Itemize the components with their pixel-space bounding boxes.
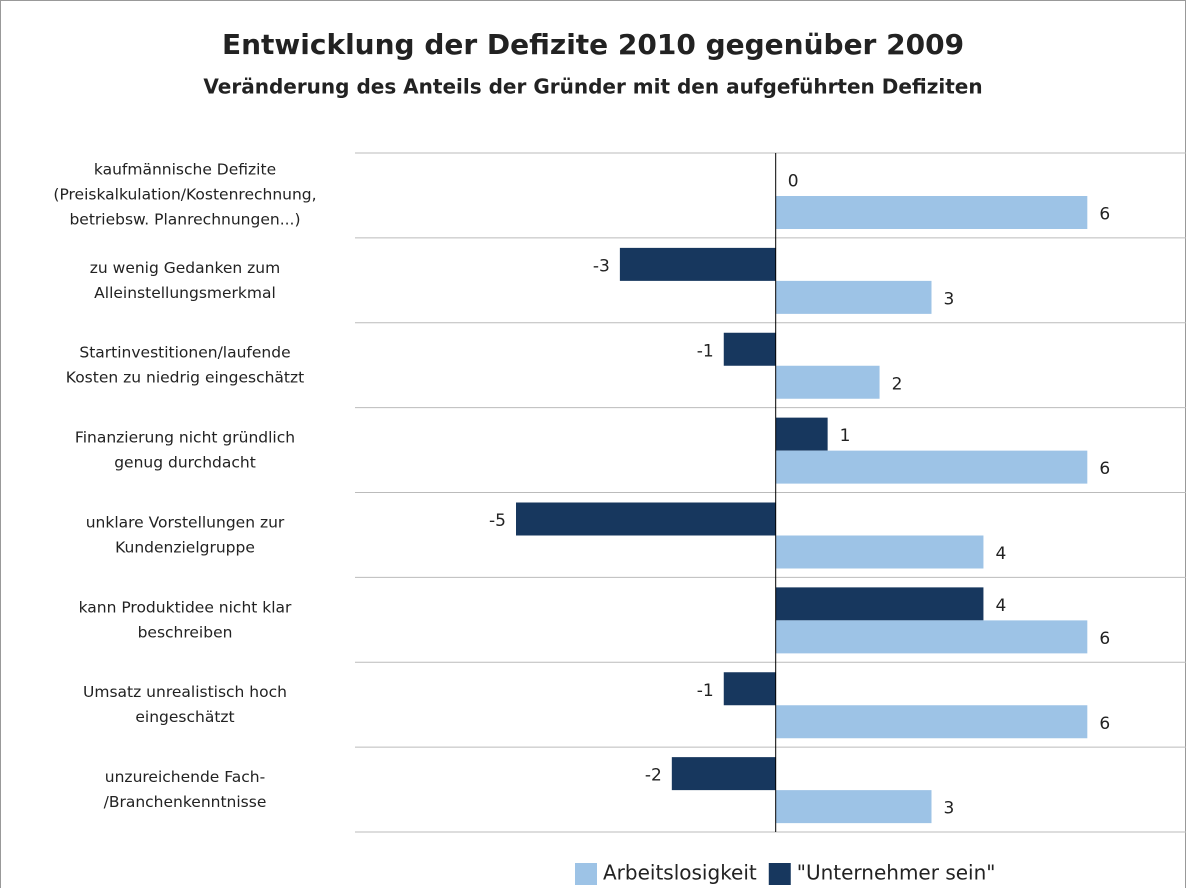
bar [516, 502, 776, 536]
bar [775, 365, 880, 399]
value-label: 2 [892, 374, 903, 394]
legend: Arbeitslosigkeit "Unternehmer sein" [575, 861, 996, 885]
category-label: Startinvestitionen/laufende Kosten zu nie… [66, 343, 304, 386]
value-label: 6 [1099, 459, 1110, 479]
legend-label: "Unternehmer sein" [797, 861, 996, 885]
value-label: -1 [697, 681, 714, 701]
value-label: -2 [645, 766, 662, 786]
bar [775, 535, 984, 569]
value-label: 0 [788, 172, 799, 192]
category-label: kann Produktidee nicht klar beschreiben [79, 598, 292, 641]
category-label: Finanzierung nicht gründlich genug durchd… [75, 428, 295, 471]
bar [723, 332, 776, 366]
bar [723, 672, 776, 706]
category-label: zu wenig Gedanken zum Alleinstellungsmerk… [90, 258, 280, 301]
category-label: kaufmännische Defizite (Preiskalkulation/… [53, 160, 316, 228]
bar [775, 450, 1088, 484]
bar [775, 705, 1088, 739]
bar [775, 587, 984, 621]
chart-title: Entwicklung der Defizite 2010 gegenüber … [222, 28, 964, 61]
legend-swatch [768, 863, 791, 885]
value-label: 6 [1099, 629, 1110, 649]
bar [671, 757, 776, 791]
value-label: 3 [944, 799, 955, 819]
value-label: -1 [697, 341, 714, 361]
bar [775, 790, 932, 824]
value-label: -5 [489, 511, 506, 531]
value-label: -3 [593, 256, 610, 276]
value-label: 1 [840, 426, 851, 446]
bar [775, 196, 1088, 229]
category-label: unklare Vorstellungen zur Kundenzielgrupp… [86, 513, 285, 556]
bar [775, 280, 932, 314]
bar [619, 247, 776, 281]
chart-subtitle: Veränderung des Anteils der Gründer mit … [203, 75, 982, 99]
value-label: 6 [1099, 714, 1110, 734]
bar [775, 620, 1088, 654]
legend-label: Arbeitslosigkeit [603, 861, 757, 885]
category-label: Umsatz unrealistisch hoch eingeschätzt [83, 683, 287, 726]
category-label: unzureichende Fach-/Branchenkenntnisse [104, 768, 267, 811]
value-label: 6 [1099, 205, 1110, 225]
legend-swatch [575, 863, 597, 885]
value-label: 3 [944, 289, 955, 309]
value-label: 4 [995, 596, 1006, 616]
bar [775, 417, 828, 451]
value-label: 4 [995, 544, 1006, 564]
